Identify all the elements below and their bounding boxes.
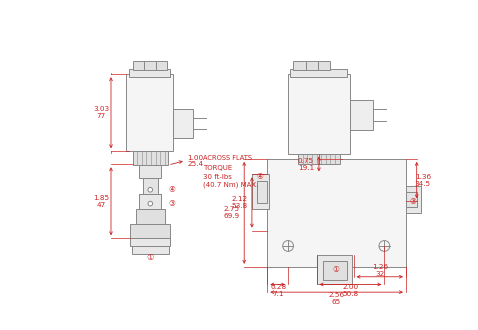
Bar (130, 238, 170, 246)
Circle shape (148, 187, 152, 192)
Text: 3.03
77: 3.03 77 (93, 106, 109, 119)
Bar (306, 61, 318, 70)
Bar (136, 209, 165, 224)
Bar (350, 100, 373, 130)
Bar (252, 174, 269, 209)
Bar (173, 109, 194, 138)
Bar (323, 261, 348, 280)
Bar (144, 61, 156, 70)
Bar (318, 61, 330, 70)
Bar (406, 192, 417, 208)
Bar (257, 181, 267, 203)
Text: (40.7 Nm) MAX.: (40.7 Nm) MAX. (204, 182, 259, 188)
Bar (406, 186, 421, 213)
Bar (132, 246, 169, 254)
Bar (293, 61, 306, 70)
Text: TORQUE: TORQUE (204, 165, 233, 171)
Text: ④: ④ (256, 172, 263, 181)
Text: 0.28
7.1: 0.28 7.1 (270, 284, 286, 297)
Text: 25.4: 25.4 (187, 161, 203, 167)
Bar (298, 153, 340, 164)
Text: 1.85
47: 1.85 47 (93, 195, 109, 208)
Bar (140, 165, 161, 178)
Bar (129, 69, 170, 77)
Bar (142, 178, 158, 194)
Text: 1.26
32: 1.26 32 (372, 264, 388, 277)
Text: 30 ft-lbs: 30 ft-lbs (204, 174, 232, 180)
Text: 2.00
50.8: 2.00 50.8 (342, 284, 358, 297)
Circle shape (148, 201, 152, 206)
Text: ACROSS FLATS: ACROSS FLATS (204, 155, 252, 161)
Text: 1.36
34.5: 1.36 34.5 (415, 174, 431, 187)
Text: 1.00: 1.00 (187, 155, 203, 161)
Bar (156, 61, 167, 70)
Bar (126, 74, 173, 151)
Text: 2.75
69.9: 2.75 69.9 (224, 206, 240, 219)
Bar (130, 224, 170, 238)
Text: ①: ① (147, 253, 154, 262)
Bar (140, 194, 161, 209)
Text: ③: ③ (169, 199, 175, 208)
Bar (132, 151, 168, 165)
Text: 2.12
53.8: 2.12 53.8 (231, 196, 248, 209)
Bar (288, 74, 350, 153)
Bar (132, 61, 144, 70)
Bar (317, 255, 352, 284)
Text: 0.75
19.1: 0.75 19.1 (298, 158, 314, 171)
Text: ④: ④ (169, 185, 175, 194)
Bar (267, 159, 406, 267)
Bar (291, 69, 348, 77)
Text: ①: ① (332, 265, 339, 274)
Text: ③: ③ (409, 197, 416, 206)
Text: 2.56
65: 2.56 65 (328, 292, 345, 305)
